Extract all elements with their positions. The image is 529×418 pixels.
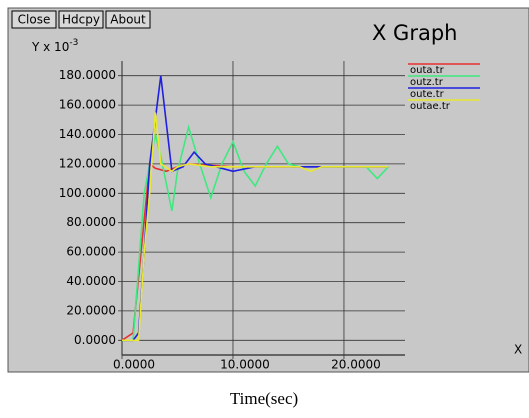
y-tick-label: 140.0000 [59,127,116,141]
y-label-exponent: -3 [69,38,78,48]
button[interactable] [105,10,151,29]
button[interactable] [58,10,104,29]
series-line [122,112,389,342]
y-tick-label: 20.0000 [66,303,116,317]
button[interactable] [11,10,57,29]
x-tick-label: 10.0000 [220,358,270,372]
legend-label: outa.tr [410,65,445,76]
button-label[interactable]: About [110,13,146,27]
y-axis-label: Y x 10-3 [31,38,78,54]
series-line [122,124,389,342]
x-tick-label: 20.0000 [331,358,381,372]
panel [7,7,529,373]
button-label[interactable]: Close [18,13,51,27]
legend-label: outae.tr [410,101,451,112]
y-tick-label: 40.0000 [66,274,116,288]
chart-title: X Graph [372,21,457,45]
y-tick-label: 100.0000 [59,186,116,200]
y-label-base: Y x 10 [31,40,69,54]
legend-label: outz.tr [410,77,444,88]
x-corner-label: X [514,343,522,357]
x-axis-label: Time(sec) [230,389,298,408]
legend-label: oute.tr [410,89,445,100]
y-tick-label: 80.0000 [66,215,116,229]
x-tick-label: 0.0000 [113,358,155,372]
y-tick-label: 120.0000 [59,156,116,170]
y-tick-label: 180.0000 [59,68,116,82]
button-label[interactable]: Hdcpy [62,13,100,27]
y-tick-label: 0.0000 [74,333,116,347]
y-tick-label: 160.0000 [59,98,116,112]
y-tick-label: 60.0000 [66,245,116,259]
